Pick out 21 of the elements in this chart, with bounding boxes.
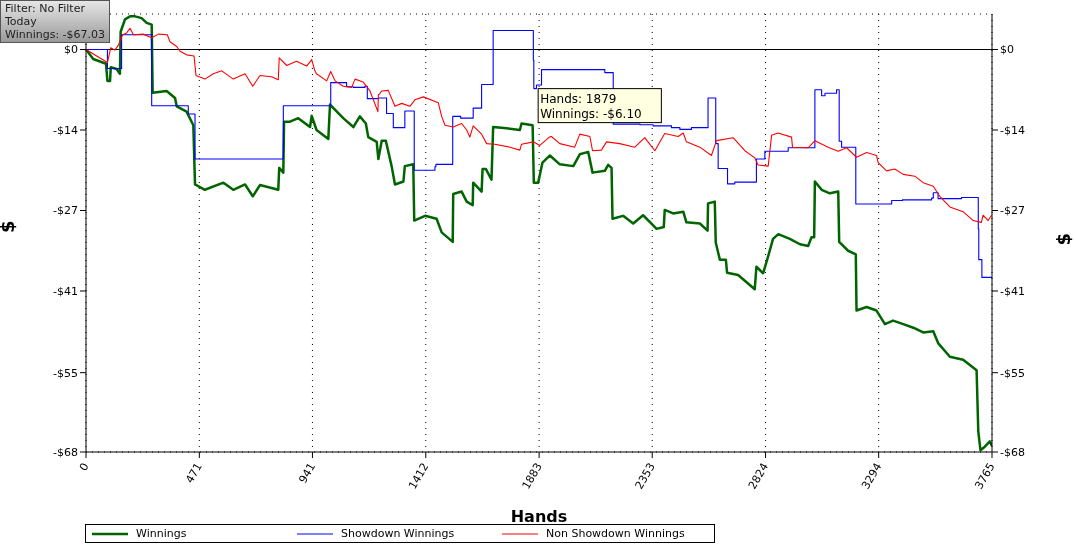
- legend-label: Showdown Winnings: [341, 527, 455, 540]
- y-tick-label: -$41: [53, 284, 78, 298]
- y2-tick-label: -$14: [1000, 123, 1025, 137]
- y-tick-label: -$27: [53, 204, 78, 218]
- y-tick-label: -$55: [53, 366, 78, 380]
- annotation: Hands: 1879 Winnings: -$6.10: [540, 91, 642, 121]
- annotation: Filter: No Filter Today Winnings: -$67.03: [0, 0, 111, 43]
- x-axis-title: Hands: [510, 507, 568, 526]
- y-axis-title: $: [0, 220, 19, 233]
- y-tick-label: -$68: [53, 445, 78, 459]
- legend-label: Non Showdown Winnings: [546, 527, 685, 540]
- y2-axis-title: $: [1053, 233, 1075, 246]
- y2-tick-label: -$55: [1000, 366, 1025, 380]
- y-tick-label: $0: [64, 43, 78, 57]
- y-tick-label: -$14: [53, 123, 78, 137]
- y2-tick-label: -$27: [1000, 204, 1025, 218]
- legend-label: Winnings: [136, 527, 187, 540]
- y2-tick-label: $0: [1000, 43, 1014, 57]
- y2-tick-label: -$68: [1000, 445, 1025, 459]
- x-tick-label: 0: [76, 460, 92, 474]
- y2-tick-label: -$41: [1000, 284, 1025, 298]
